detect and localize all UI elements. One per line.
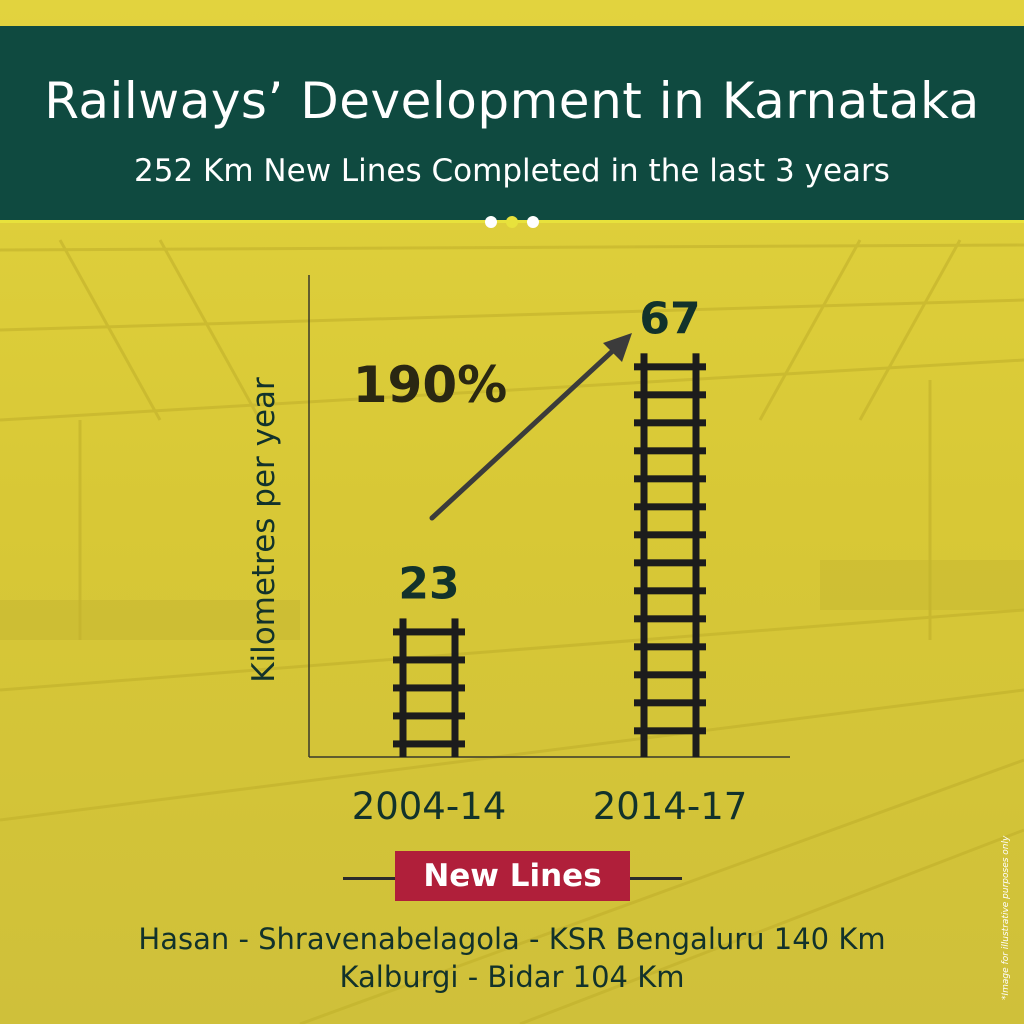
track-sleeper [634, 671, 706, 679]
track-sleeper [634, 363, 706, 371]
track-sleeper [634, 475, 706, 483]
x-tick-label: 2014-17 [593, 785, 748, 828]
new-line-item: Hasan - Shravenabelagola - KSR Bengaluru… [138, 922, 886, 956]
track-sleeper [634, 447, 706, 455]
pagination-dot-active [506, 216, 518, 228]
new-line-item: Kalburgi - Bidar 104 Km [339, 960, 685, 994]
track-sleeper [634, 587, 706, 595]
track-sleeper [393, 684, 465, 692]
page-title: Railways’ Development in Karnataka [44, 72, 980, 130]
pagination-dots [0, 213, 1024, 232]
track-sleeper [634, 699, 706, 707]
growth-label: 190% [353, 356, 507, 414]
track-sleeper [393, 628, 465, 636]
track-sleeper [634, 643, 706, 651]
track-rail-left [640, 353, 648, 757]
new-lines-heading: New Lines [395, 851, 630, 901]
track-sleeper [634, 391, 706, 399]
heading-rule-left [343, 877, 395, 880]
bar-2004-14 [393, 618, 465, 757]
pagination-dot [484, 216, 497, 228]
bar-value-label: 67 [639, 293, 700, 344]
track-sleeper [634, 531, 706, 539]
pagination-dot [527, 216, 540, 228]
track-sleeper [634, 727, 706, 735]
track-sleeper [634, 615, 706, 623]
growth-arrow-head [603, 333, 632, 362]
y-axis-label: Kilometres per year [246, 377, 282, 683]
track-sleeper [393, 740, 465, 748]
track-sleeper [634, 503, 706, 511]
growth-arrow-shaft [429, 343, 621, 521]
heading-rule-right [630, 877, 682, 880]
bar-2014-17 [634, 353, 706, 757]
x-tick-label: 2004-14 [352, 785, 507, 828]
track-sleeper [393, 712, 465, 720]
track-sleeper [634, 419, 706, 427]
track-sleeper [393, 656, 465, 664]
page-subtitle: 252 Km New Lines Completed in the last 3… [134, 153, 890, 189]
header-banner: Railways’ Development in Karnataka 252 K… [0, 26, 1024, 228]
track-sleeper [634, 559, 706, 567]
illustration-footnote: *Image for illustrative purposes only [1001, 835, 1011, 1000]
bar-series: 23 2004-14 67 2014-17 [352, 293, 748, 828]
track-rail-right [692, 353, 700, 757]
bar-value-label: 23 [398, 558, 459, 609]
